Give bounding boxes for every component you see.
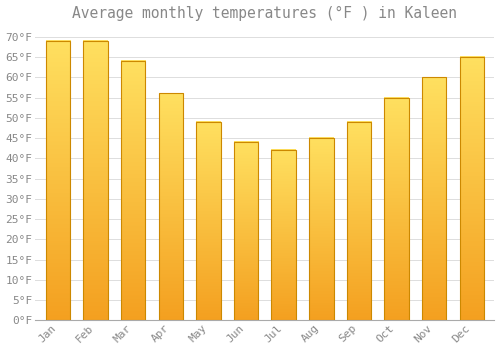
Bar [422,77,446,320]
Title: Average monthly temperatures (°F ) in Kaleen: Average monthly temperatures (°F ) in Ka… [72,6,458,21]
Bar [272,150,296,320]
Bar [346,122,371,320]
Bar [460,57,484,320]
Bar [158,93,183,320]
Bar [121,61,146,320]
Bar [196,122,220,320]
Bar [384,98,409,320]
Bar [309,138,334,320]
Bar [84,41,108,320]
Bar [46,41,70,320]
Bar [234,142,258,320]
